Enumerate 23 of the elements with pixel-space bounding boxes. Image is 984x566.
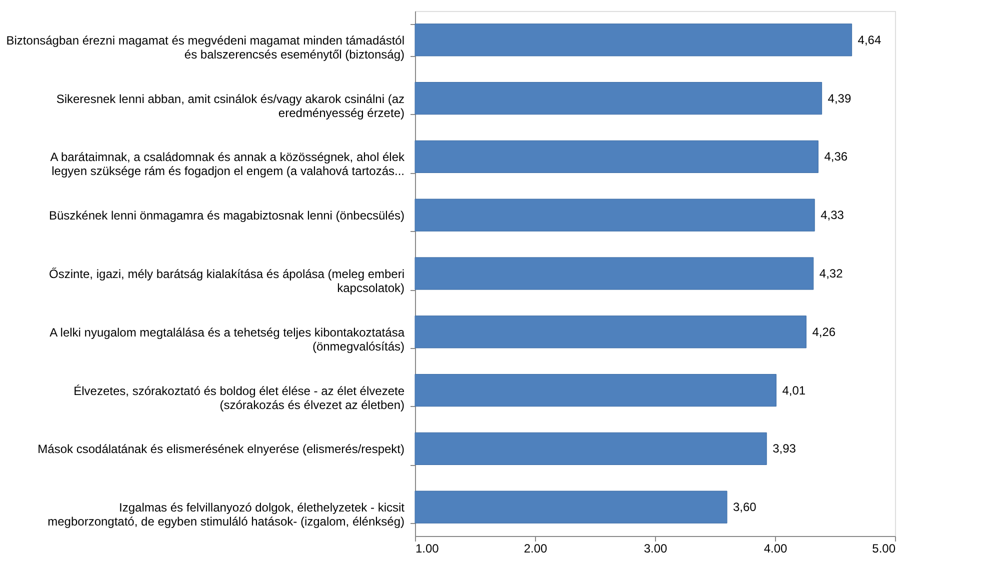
data-label: 4,36 xyxy=(824,150,848,164)
y-tick-label: Őszinte, igazi, mély barátság kialakítása és ápolása (meleg emberi kapcsolatok) xyxy=(49,267,404,295)
data-label: 3,60 xyxy=(733,500,757,514)
x-tick-label: 4.00 xyxy=(764,542,788,556)
data-label: 4,39 xyxy=(828,91,852,106)
y-tick-label: Mások csodálatának és elismerésének elnyerése (elismerés/respekt) xyxy=(38,442,404,456)
y-tick-label: Izgalmas és felvillanyozó dolgok, élethelyzetek - kicsit megborzongtató, de egyben stimuláló hatások- (izgalom, élénkség) xyxy=(48,500,406,529)
x-tick-label: 3.00 xyxy=(644,542,668,556)
data-label: 4,32 xyxy=(819,266,844,280)
x-tick-label: 1.00 xyxy=(416,542,440,556)
data-label: 4,33 xyxy=(820,208,844,222)
x-tick-label: 5.00 xyxy=(872,542,896,556)
y-tick-label: A lelki nyugalom megtalálása és a tehetség teljes kibontakoztatása (önmegvalósítás) xyxy=(50,325,405,354)
y-tick-label: Biztonságban érezni magamat és megvédeni magamat minden támadástól és balszerencsés eseménytől (biztonság) xyxy=(6,33,404,62)
x-tick-label: 2.00 xyxy=(524,542,548,556)
y-tick-label: Sikeresnek lenni abban, amit csinálok és/vagy akarok csinálni (az eredményesség érzete) xyxy=(56,92,404,120)
data-label: 4,26 xyxy=(812,324,836,339)
data-label: 3,93 xyxy=(772,442,796,456)
y-tick-label: A barátaimnak, a családomnak és annak a közösségnek, ahol élek legyen szüksége rám és fogadjon el engem (a valahová tartozás... xyxy=(50,150,406,178)
data-label: 4,01 xyxy=(782,383,806,398)
y-tick-label: Élvezetes, szórakoztató és boldog élet élése - az élet élvezete (szórakozás és élvezet az életben) xyxy=(74,384,405,412)
y-tick-label: Büszkének lenni önmagamra és magabiztosnak lenni (önbecsülés) xyxy=(48,208,404,223)
data-label: 4,64 xyxy=(858,32,882,47)
